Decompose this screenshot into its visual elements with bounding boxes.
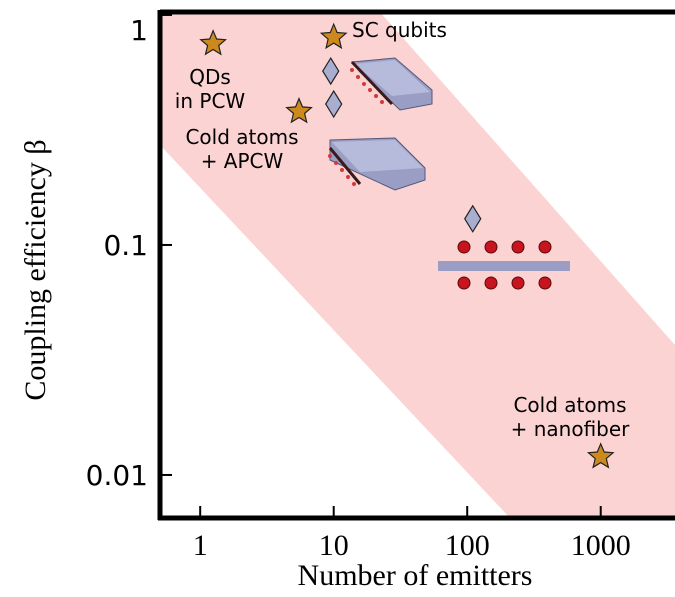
annotation: Cold atoms — [513, 393, 626, 417]
diamond-marker — [322, 56, 340, 86]
annotation: in PCW — [175, 89, 246, 113]
star-marker — [319, 22, 348, 50]
x-tick-label: 1 — [193, 529, 208, 562]
x-axis-label: Number of emitters — [298, 559, 533, 592]
star-marker — [199, 29, 227, 56]
x-tick-label: 10 — [319, 529, 349, 562]
y-axis-label: Coupling efficiency β — [19, 139, 52, 400]
nanofiber-sketch — [438, 240, 570, 290]
x-tick-label: 100 — [445, 529, 490, 562]
annotation: SC qubits — [352, 18, 447, 42]
y-tick-label: 0.1 — [103, 229, 148, 262]
axes — [157, 9, 675, 521]
y-tick-label: 0.01 — [86, 459, 148, 492]
annotation: QDs — [189, 65, 231, 89]
annotation: + APCW — [201, 149, 284, 173]
star-marker — [586, 442, 615, 469]
efficiency-band — [160, 12, 675, 518]
diamond-marker — [324, 89, 343, 119]
star-marker — [285, 97, 313, 124]
x-tick-label: 1000 — [571, 529, 631, 562]
annotation: Cold atoms — [185, 125, 298, 149]
sc-waveguide-sketch — [350, 57, 433, 111]
apcw-sketch — [328, 137, 426, 191]
y-tick-label: 1 — [130, 14, 148, 47]
annotation: + nanofiber — [511, 417, 631, 441]
diamond-marker — [464, 204, 482, 233]
